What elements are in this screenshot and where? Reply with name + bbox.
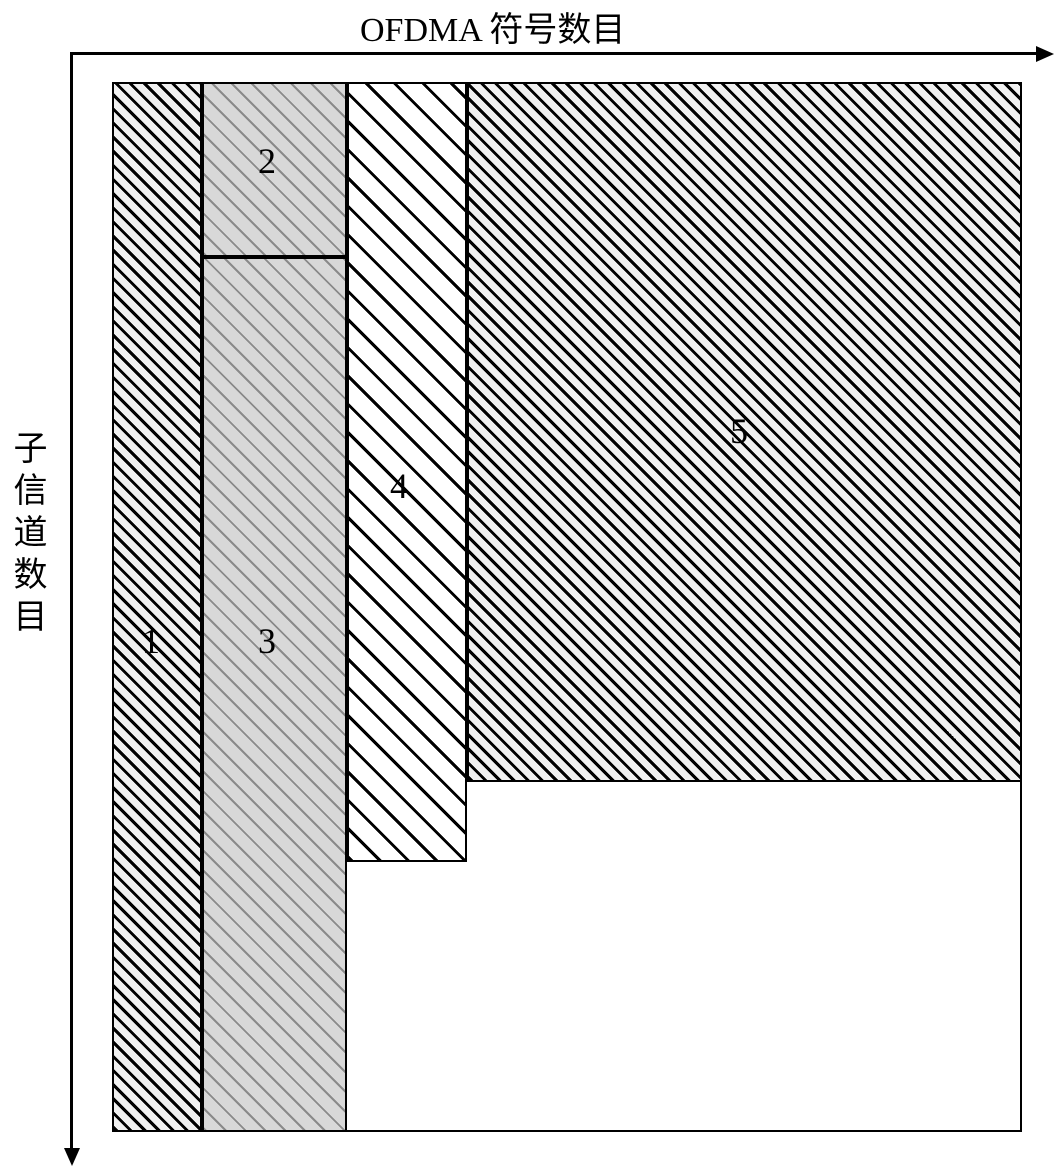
y-axis-label: 子信道数目 <box>2 430 51 640</box>
region-label-4: 4 <box>390 465 408 507</box>
region-label-3: 3 <box>258 620 276 662</box>
diagram-container: OFDMA 符号数目 子信道数目 1 2 3 4 5 <box>0 0 1055 1169</box>
region-label-5: 5 <box>730 410 748 452</box>
region-label-1: 1 <box>142 620 160 662</box>
region-label-2: 2 <box>258 140 276 182</box>
x-axis-line <box>70 52 1040 55</box>
x-axis-label: OFDMA 符号数目 <box>360 2 625 51</box>
x-axis-arrow <box>1036 46 1054 62</box>
region-1 <box>112 82 202 1132</box>
y-axis-line <box>70 52 73 1152</box>
y-axis-arrow <box>64 1148 80 1166</box>
region-3 <box>202 257 347 1132</box>
